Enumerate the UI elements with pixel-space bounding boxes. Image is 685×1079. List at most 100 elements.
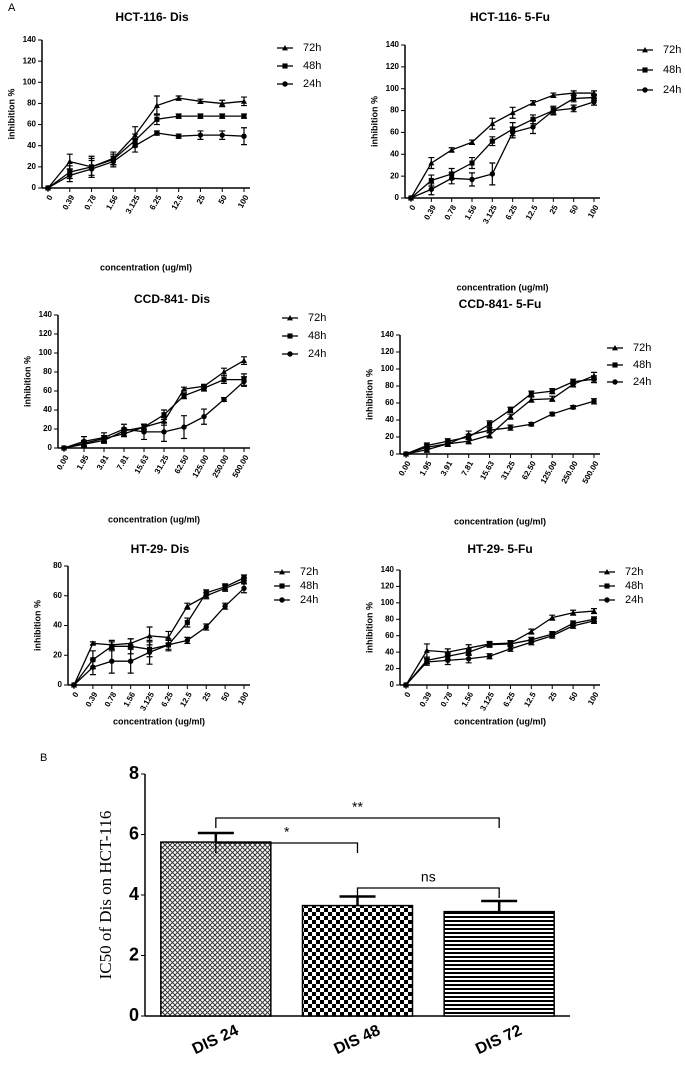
y-axis-label: inhibition %: [32, 600, 42, 651]
chart-title: CCD-841- Dis: [134, 292, 210, 306]
marker: [612, 345, 618, 351]
marker: [469, 176, 475, 183]
marker: [45, 185, 51, 191]
series-line: [47, 115, 244, 189]
marker: [570, 404, 576, 410]
marker: [612, 379, 618, 385]
marker: [507, 424, 514, 431]
marker: [221, 369, 227, 375]
x-tick-label: DIS 24: [190, 1022, 242, 1058]
marker: [489, 138, 495, 144]
legend-label: 24h: [300, 594, 318, 606]
marker: [184, 603, 191, 609]
x-axis-label: concentration (ug/ml): [113, 716, 205, 726]
y-tick-label: 100: [23, 77, 37, 86]
chart-title: HCT-116- Dis: [115, 10, 189, 24]
x-tick-label: 6.25: [501, 690, 517, 708]
x-tick-label: 100: [236, 690, 251, 707]
significance-label: ns: [421, 869, 436, 885]
x-tick-label: 0: [408, 203, 418, 212]
marker: [197, 98, 204, 104]
marker: [507, 407, 513, 413]
x-tick-label: 15.63: [133, 453, 151, 475]
bar: [443, 910, 555, 1017]
x-tick-label: 6.25: [148, 193, 164, 211]
series-line: [47, 132, 245, 189]
y-tick-label: 6: [129, 823, 139, 843]
series-line: [410, 96, 595, 199]
marker: [181, 393, 187, 399]
x-tick-label: 0: [403, 690, 413, 699]
y-tick-label: 60: [385, 398, 394, 407]
marker: [221, 396, 227, 403]
marker: [197, 113, 203, 119]
x-tick-label: 0: [71, 690, 81, 699]
marker: [487, 421, 493, 427]
marker: [146, 632, 153, 639]
marker: [570, 105, 577, 112]
significance-bracket: [356, 887, 500, 898]
legend-label: 48h: [625, 580, 643, 592]
marker: [127, 658, 134, 664]
x-axis-label: concentration (ug/ml): [454, 716, 546, 726]
series-line: [410, 92, 594, 199]
marker: [591, 94, 597, 101]
y-tick-label: 100: [39, 348, 53, 357]
x-tick-label: 3.125: [481, 203, 499, 225]
legend-label: 72h: [625, 566, 643, 578]
marker: [154, 130, 160, 136]
marker: [161, 412, 167, 418]
y-tick-label: 40: [385, 647, 394, 656]
marker: [489, 171, 496, 177]
marker: [161, 429, 167, 435]
y-tick-label: 80: [53, 561, 62, 570]
legend-label: 48h: [663, 64, 681, 76]
x-tick-label: 12.5: [522, 690, 538, 708]
panel-label: B: [40, 752, 47, 764]
legend-label: 48h: [633, 359, 651, 371]
y-tick-label: 120: [381, 347, 395, 356]
bar: [301, 904, 414, 1017]
legend-label: 72h: [633, 342, 651, 354]
y-tick-label: 60: [27, 120, 36, 129]
x-axis-label: concentration (ug/ml): [454, 516, 546, 526]
x-tick-label: 500.00: [231, 453, 251, 479]
y-tick-label: 60: [390, 128, 399, 137]
error-bar: [481, 899, 518, 912]
y-tick-label: 100: [381, 364, 395, 373]
marker: [241, 378, 247, 385]
marker: [448, 175, 455, 182]
y-tick-label: 20: [43, 424, 52, 433]
chart-title: HT-29- 5-Fu: [467, 542, 532, 556]
series-line: [410, 101, 595, 199]
series-line: [47, 97, 245, 189]
marker: [486, 432, 493, 438]
y-tick-label: 140: [23, 35, 37, 44]
x-tick-label: DIS 48: [331, 1022, 383, 1058]
legend-label: 24h: [308, 348, 326, 360]
x-tick-label: 100: [236, 193, 251, 210]
series-line: [63, 360, 245, 449]
marker: [165, 642, 172, 648]
x-tick-label: 125.00: [539, 459, 559, 485]
marker: [175, 95, 182, 101]
x-tick-label: 50: [568, 203, 581, 216]
x-tick-label: 1.95: [75, 453, 91, 471]
x-tick-label: 1.56: [104, 193, 120, 211]
y-tick-label: 60: [43, 386, 52, 395]
y-tick-label: 20: [390, 171, 399, 180]
series-line: [405, 618, 595, 686]
significance-label: *: [284, 824, 290, 840]
x-tick-label: 62.50: [520, 459, 538, 481]
y-tick-label: 120: [39, 329, 53, 338]
legend-label: 24h: [625, 594, 643, 606]
marker: [71, 682, 77, 688]
error-bar: [197, 831, 234, 843]
x-tick-label: 0.00: [397, 459, 413, 477]
x-tick-label: 0.39: [61, 193, 77, 211]
marker: [604, 583, 610, 589]
x-tick-label: 0.78: [443, 203, 459, 221]
marker: [528, 639, 535, 645]
y-tick-label: 40: [43, 405, 52, 414]
